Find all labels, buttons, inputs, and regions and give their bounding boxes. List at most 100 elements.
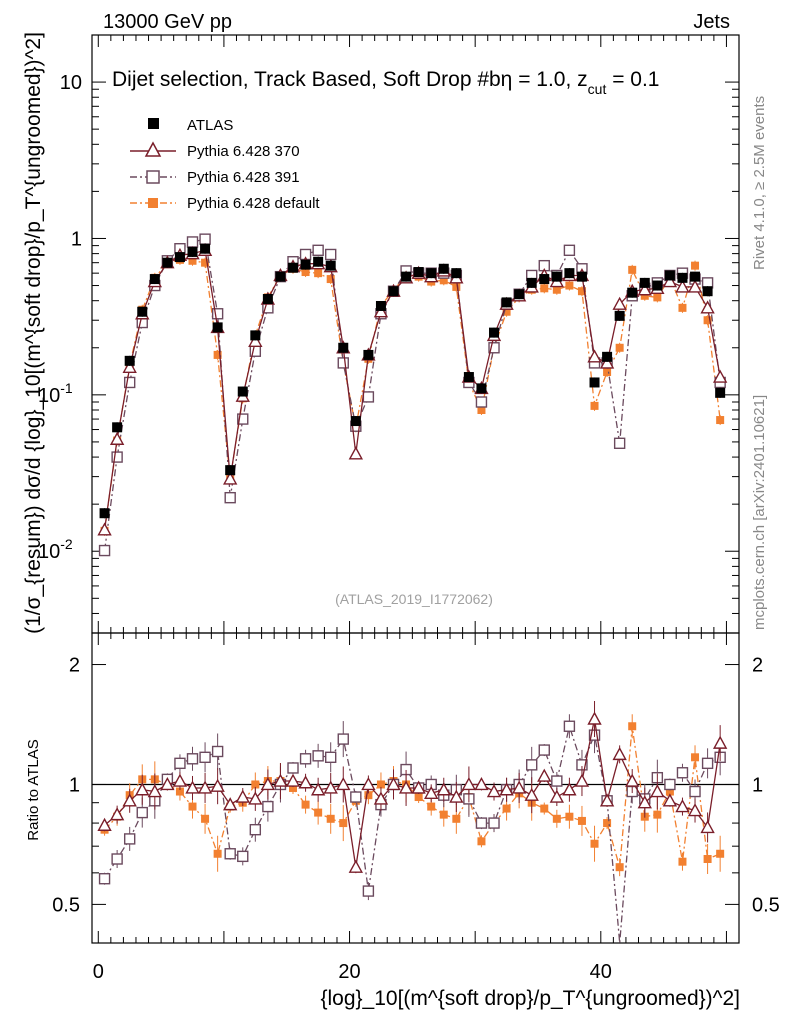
marker-open-square xyxy=(337,733,349,745)
marker-triangle xyxy=(511,780,527,794)
x-axis-title: {log}_10[(m^{soft drop}/p_T^{ungroomed})… xyxy=(320,987,740,1010)
marker-filled-square xyxy=(289,783,298,792)
marker-open-square xyxy=(262,800,274,813)
marker-filled-square xyxy=(514,289,525,300)
marker-triangle xyxy=(373,304,389,318)
ratio-panel-frame xyxy=(91,632,740,944)
marker-triangle xyxy=(348,859,364,873)
marker-open-square xyxy=(362,885,375,897)
marker-open-square xyxy=(551,775,563,787)
marker-triangle xyxy=(273,773,288,787)
marker-filled-square xyxy=(426,268,437,279)
marker-triangle xyxy=(109,431,125,445)
marker-open-square xyxy=(613,437,626,449)
marker-filled-square xyxy=(212,322,223,333)
ratio-y-tick-label-right: 1 xyxy=(752,774,763,796)
marker-filled-square xyxy=(552,814,561,823)
marker-filled-square xyxy=(615,863,624,872)
marker-filled-square xyxy=(363,349,374,360)
marker-triangle xyxy=(524,787,539,801)
legend-marker-atlas xyxy=(148,118,159,129)
marker-filled-square xyxy=(702,286,713,297)
marker-filled-square xyxy=(375,300,386,311)
marker-open-square xyxy=(237,850,249,863)
marker-triangle xyxy=(612,746,627,761)
marker-filled-square xyxy=(477,406,486,415)
marker-triangle xyxy=(223,797,238,811)
x-tick-label: 40 xyxy=(590,961,612,983)
marker-filled-square xyxy=(301,800,310,809)
marker-open-square xyxy=(299,753,312,765)
marker-triangle xyxy=(147,784,162,798)
marker-open-square xyxy=(211,308,224,320)
marker-filled-square xyxy=(427,802,436,811)
legend-entry-pythia-391: Pythia 6.428 391 xyxy=(130,169,300,186)
marker-open-square xyxy=(324,248,337,261)
marker-filled-square xyxy=(565,281,574,290)
marker-filled-square xyxy=(149,274,160,285)
marker-triangle xyxy=(700,819,715,834)
legend-marker-pythia-370 xyxy=(144,141,162,157)
marker-triangle xyxy=(97,817,112,831)
ratio-y-tick-label-left: 1 xyxy=(69,774,80,796)
marker-filled-square xyxy=(174,252,185,263)
marker-open-square xyxy=(538,744,550,756)
marker-filled-square xyxy=(463,372,474,383)
marker-open-square xyxy=(563,244,576,257)
marker-triangle xyxy=(122,793,137,807)
marker-triangle xyxy=(398,780,414,794)
y-axis-title-main: (1/σ_{resum}) dσ/d {log}_10[(m^{soft dro… xyxy=(22,32,45,634)
marker-filled-square xyxy=(187,246,198,257)
marker-open-square xyxy=(689,785,701,798)
marker-triangle xyxy=(424,785,439,800)
series-0 xyxy=(99,243,726,519)
marker-filled-square xyxy=(603,819,612,828)
marker-triangle xyxy=(637,282,652,296)
marker-filled-square xyxy=(314,808,323,817)
marker-filled-square xyxy=(716,849,725,858)
marker-filled-square xyxy=(565,812,574,821)
marker-triangle xyxy=(197,780,213,794)
marker-triangle xyxy=(712,735,728,749)
marker-open-square xyxy=(237,413,249,425)
legend-label-pythia-default: Pythia 6.428 default xyxy=(187,195,320,212)
legend-marker-pythia-default xyxy=(148,198,158,208)
marker-filled-square xyxy=(388,286,399,297)
marker-triangle xyxy=(348,446,364,460)
marker-open-square xyxy=(324,751,337,764)
marker-filled-square xyxy=(678,303,687,312)
marker-filled-square xyxy=(439,810,448,819)
marker-triangle xyxy=(700,300,715,314)
ratio-y-tick-label-left: 0.5 xyxy=(52,894,80,916)
marker-filled-square xyxy=(201,814,210,823)
marker-filled-square xyxy=(614,310,625,321)
marker-triangle xyxy=(687,279,703,293)
marker-triangle xyxy=(637,795,652,809)
series-line-main xyxy=(103,238,721,551)
y-axis-title-main-text: (1/σ_{resum}) dσ/d {log}_10[(m^{soft dro… xyxy=(22,32,45,634)
marker-filled-square xyxy=(314,269,323,278)
marker-triangle xyxy=(486,784,502,798)
process-label: Jets xyxy=(693,11,730,33)
marker-triangle xyxy=(687,803,703,817)
marker-filled-square xyxy=(237,386,248,397)
marker-filled-square xyxy=(690,271,701,282)
marker-filled-square xyxy=(540,804,549,813)
marker-filled-square xyxy=(628,722,637,731)
y-tick-label: 10 xyxy=(60,72,82,94)
marker-filled-square xyxy=(213,849,222,858)
ratio-y-tick-label-left: 2 xyxy=(69,655,80,677)
marker-open-square xyxy=(312,750,324,762)
marker-open-square xyxy=(475,396,488,408)
marker-open-square xyxy=(123,833,136,845)
marker-filled-square xyxy=(262,294,273,305)
marker-triangle xyxy=(599,793,615,807)
y-axis-title-ratio: Ratio to ATLAS xyxy=(25,739,42,840)
marker-triangle xyxy=(361,777,376,791)
marker-open-square xyxy=(174,757,186,770)
marker-triangle xyxy=(625,773,640,787)
ratio-y-tick-label-right: 0.5 xyxy=(752,894,780,916)
marker-triangle xyxy=(285,773,301,787)
marker-filled-square xyxy=(652,280,663,291)
